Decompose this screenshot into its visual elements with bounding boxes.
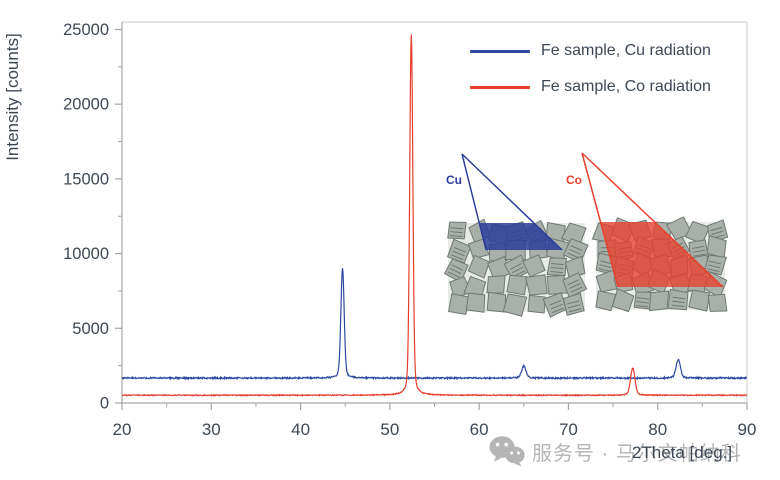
legend-line-blue [470,49,530,53]
legend-label-cu: Fe sample, Cu radiation [541,42,711,59]
watermark-text: 服务号 · 马尔文帕纳科 [532,442,742,465]
co-penetration-region [600,222,723,287]
x-tick-label: 40 [291,420,310,439]
curve-cu [121,268,748,381]
legend: Fe sample, Cu radiation Fe sample, Co ra… [470,33,711,105]
curve-co [121,34,748,398]
y-tick-label: 5000 [72,320,109,338]
cu-penetration-region [479,223,562,250]
legend-line-red [470,85,530,89]
x-tick-label: 90 [738,420,757,439]
y-axis-title: Intensity [counts] [3,33,22,161]
y-tick-label: 0 [100,395,109,413]
wechat-icon [489,436,525,467]
y-tick-label: 10000 [63,245,109,263]
x-tick-label: 20 [113,420,132,439]
y-tick-label: 25000 [63,21,109,39]
x-tick-label: 60 [470,420,489,439]
co-inset-label: Co [566,173,582,187]
y-tick-label: 20000 [63,96,109,114]
x-tick-label: 30 [202,420,221,439]
watermark: 服务号 · 马尔文帕纳科 [488,434,742,468]
legend-item-cu: Fe sample, Cu radiation [470,33,711,69]
legend-label-co: Fe sample, Co radiation [541,78,711,95]
y-tick-label: 15000 [63,170,109,188]
x-tick-label: 70 [559,420,578,439]
x-tick-label: 50 [380,420,399,439]
cu-inset-label: Cu [446,173,462,187]
legend-item-co: Fe sample, Co radiation [470,69,711,105]
x-tick-label: 80 [648,420,667,439]
x-axis-title: 2Theta [deg.] [631,443,733,462]
